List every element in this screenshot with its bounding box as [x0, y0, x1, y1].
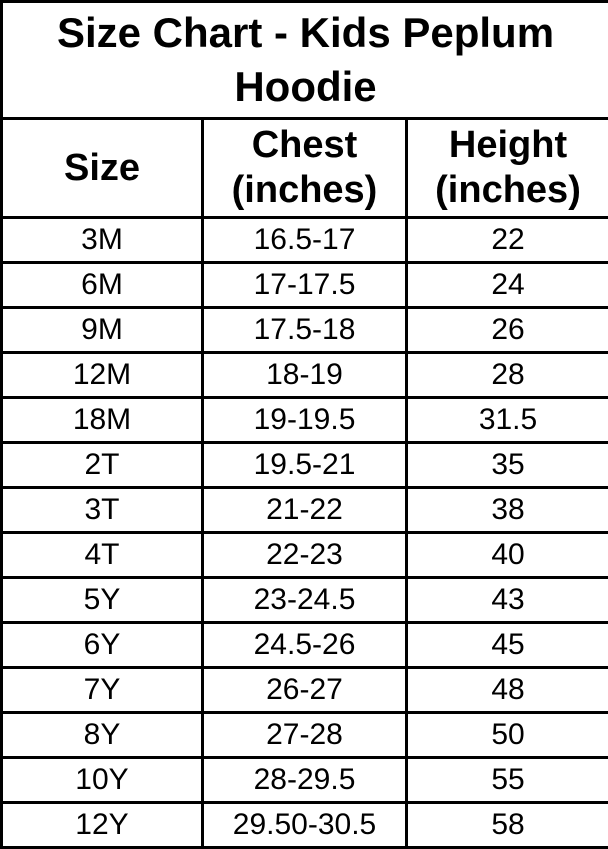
- table-cell-chest: 17-17.5: [203, 263, 407, 308]
- table-cell-chest: 18-19: [203, 353, 407, 398]
- table-cell-size: 5Y: [2, 578, 203, 623]
- table-cell-height: 28: [407, 353, 608, 398]
- table-cell-height: 45: [407, 623, 608, 668]
- table-cell-height: 31.5: [407, 398, 608, 443]
- table-cell-height: 58: [407, 803, 608, 848]
- table-cell-chest: 27-28: [203, 713, 407, 758]
- column-header-chest: Chest (inches): [203, 119, 407, 218]
- table-cell-chest: 17.5-18: [203, 308, 407, 353]
- table-cell-chest: 26-27: [203, 668, 407, 713]
- column-header-height: Height (inches): [407, 119, 608, 218]
- table-cell-size: 12M: [2, 353, 203, 398]
- table-cell-chest: 19.5-21: [203, 443, 407, 488]
- header-row: Size Chest (inches) Height (inches): [2, 119, 608, 218]
- table-cell-chest: 19-19.5: [203, 398, 407, 443]
- table-cell-chest: 28-29.5: [203, 758, 407, 803]
- table-cell-height: 43: [407, 578, 608, 623]
- table-cell-height: 26: [407, 308, 608, 353]
- table-cell-height: 50: [407, 713, 608, 758]
- table-cell-size: 4T: [2, 533, 203, 578]
- table-cell-size: 18M: [2, 398, 203, 443]
- table-cell-chest: 29.50-30.5: [203, 803, 407, 848]
- table-cell-chest: 16.5-17: [203, 218, 407, 263]
- table-cell-chest: 21-22: [203, 488, 407, 533]
- table-cell-height: 40: [407, 533, 608, 578]
- table-cell-height: 38: [407, 488, 608, 533]
- table-cell-height: 55: [407, 758, 608, 803]
- page-title: Size Chart - Kids Peplum Hoodie: [2, 2, 608, 119]
- table-cell-chest: 22-23: [203, 533, 407, 578]
- table-cell-size: 6Y: [2, 623, 203, 668]
- table-cell-size: 3T: [2, 488, 203, 533]
- table-cell-size: 2T: [2, 443, 203, 488]
- title-row: Size Chart - Kids Peplum Hoodie: [2, 2, 608, 119]
- table-cell-size: 7Y: [2, 668, 203, 713]
- table-cell-height: 35: [407, 443, 608, 488]
- table-cell-chest: 23-24.5: [203, 578, 407, 623]
- table-cell-size: 10Y: [2, 758, 203, 803]
- table-cell-size: 6M: [2, 263, 203, 308]
- column-header-size: Size: [2, 119, 203, 218]
- table-cell-height: 48: [407, 668, 608, 713]
- table-cell-size: 3M: [2, 218, 203, 263]
- table-cell-size: 9M: [2, 308, 203, 353]
- table-cell-chest: 24.5-26: [203, 623, 407, 668]
- size-chart-head: Size Chart - Kids Peplum Hoodie Size Che…: [2, 2, 608, 218]
- table-cell-height: 24: [407, 263, 608, 308]
- table-cell-size: 12Y: [2, 803, 203, 848]
- table-cell-height: 22: [407, 218, 608, 263]
- table-cell-size: 8Y: [2, 713, 203, 758]
